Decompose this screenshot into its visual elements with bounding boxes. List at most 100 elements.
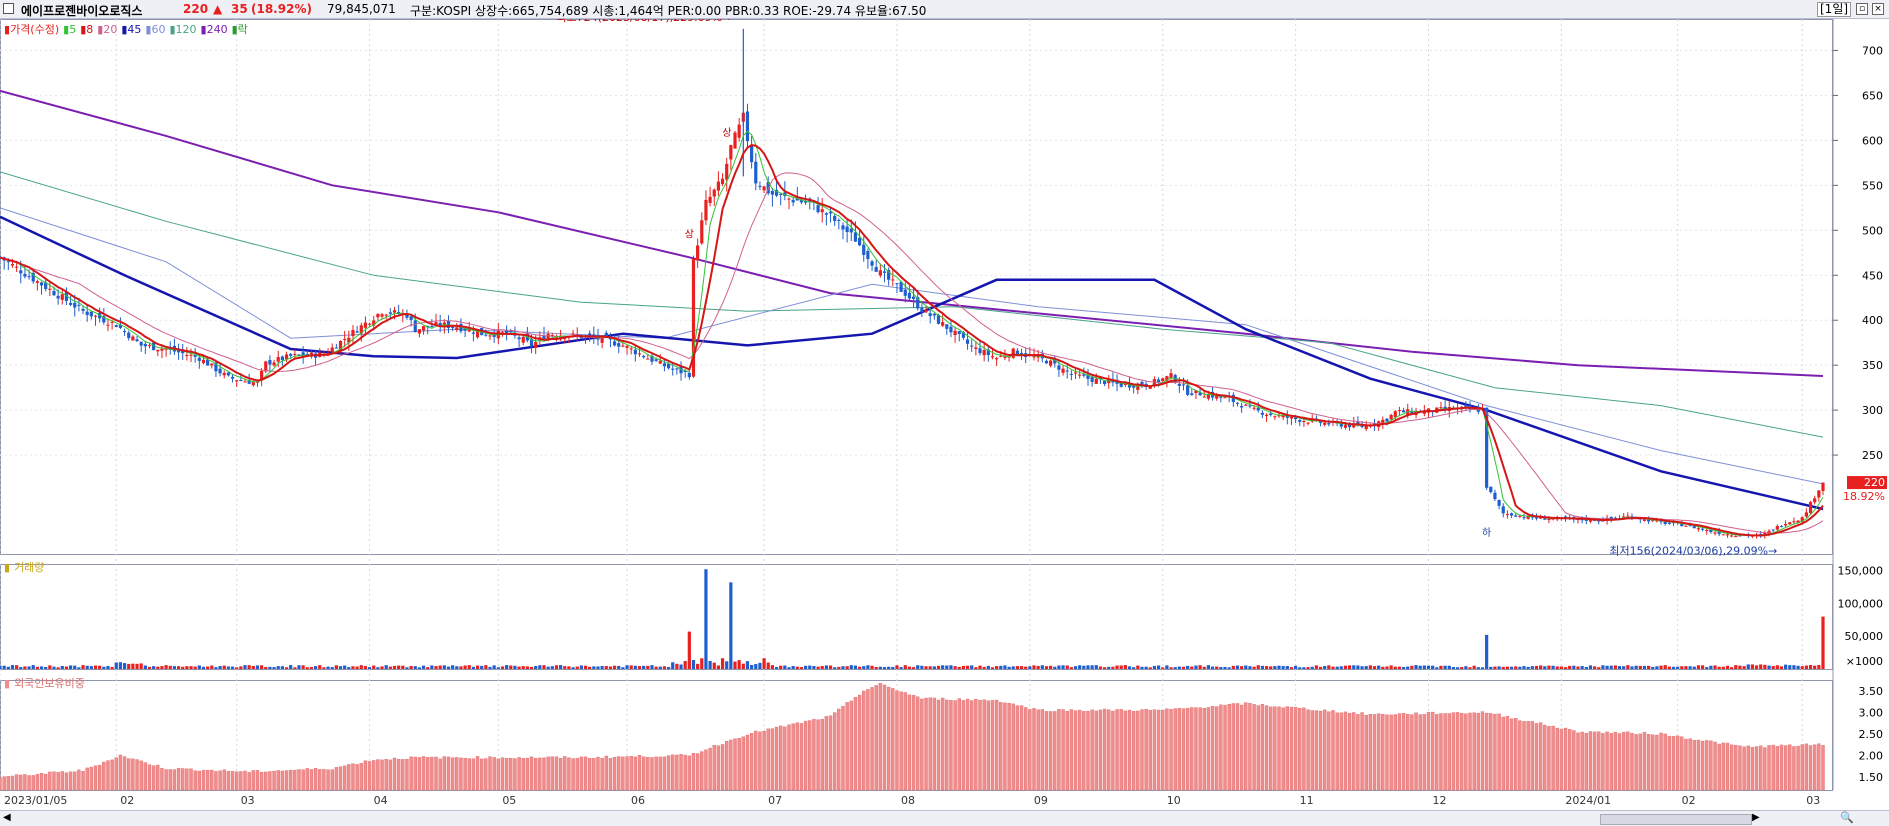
candle-body bbox=[687, 372, 691, 378]
foreign-bar bbox=[874, 685, 878, 791]
volume-bar bbox=[492, 665, 496, 669]
candle-body bbox=[1136, 384, 1140, 390]
foreign-bar bbox=[1161, 709, 1165, 791]
foreign-bar bbox=[679, 754, 683, 791]
candle-body bbox=[1086, 374, 1090, 379]
foreign-bar bbox=[1659, 732, 1663, 791]
volume-bar bbox=[1518, 666, 1522, 669]
volume-bar bbox=[1605, 665, 1609, 669]
candle-body bbox=[19, 270, 23, 274]
foreign-bar bbox=[1256, 705, 1260, 791]
scroll-bar[interactable]: ◀ ▶ 🔍 bbox=[0, 810, 1889, 826]
foreign-bar bbox=[841, 706, 845, 791]
candle-body bbox=[758, 185, 762, 187]
volume-bar bbox=[380, 666, 384, 669]
volume-bar bbox=[1563, 667, 1568, 669]
candle-body bbox=[185, 354, 189, 356]
volume-bar bbox=[1389, 665, 1393, 669]
volume-bar bbox=[1555, 666, 1559, 669]
close-icon[interactable]: × bbox=[1872, 3, 1884, 15]
volume-bar bbox=[970, 665, 974, 669]
candle-body bbox=[957, 331, 961, 335]
price-tick-label-7: 600 bbox=[1862, 134, 1883, 147]
foreign-bar bbox=[1634, 734, 1638, 791]
scroll-left-icon[interactable]: ◀ bbox=[3, 812, 11, 823]
foreign-bar bbox=[550, 756, 554, 791]
volume-bar bbox=[1227, 667, 1231, 669]
foreign-bar bbox=[1264, 705, 1269, 791]
foreign-bar bbox=[853, 697, 858, 791]
volume-bar bbox=[662, 666, 667, 669]
foreign-bar bbox=[1310, 710, 1314, 791]
volume-bar bbox=[89, 666, 93, 669]
candle-body bbox=[791, 200, 795, 203]
x-tick-label-4: 05 bbox=[502, 794, 516, 807]
volume-bar bbox=[1073, 666, 1078, 669]
foreign-bar bbox=[587, 758, 592, 791]
candle-body bbox=[986, 349, 990, 356]
foreign-bar bbox=[359, 763, 363, 791]
candle-body bbox=[725, 163, 729, 180]
scroll-right-icon[interactable]: ▶ bbox=[1752, 812, 1760, 823]
volume-tick-label-1: 100,000 bbox=[1838, 597, 1884, 610]
foreign-bar bbox=[168, 769, 172, 791]
foreign-bar bbox=[322, 769, 326, 791]
candle-body bbox=[206, 359, 210, 366]
candle-body bbox=[93, 315, 98, 317]
volume-bar bbox=[1318, 666, 1323, 669]
foreign-bar bbox=[496, 758, 501, 791]
window-checkbox[interactable] bbox=[3, 3, 14, 14]
volume-bar bbox=[995, 666, 999, 669]
foreign-bar bbox=[226, 771, 231, 791]
candle-body bbox=[384, 314, 388, 316]
foreign-bar bbox=[114, 757, 118, 791]
volume-bar bbox=[484, 665, 488, 669]
candle-body bbox=[1642, 518, 1647, 521]
volume-bar bbox=[147, 666, 152, 669]
foreign-bar bbox=[93, 765, 98, 791]
candle-body bbox=[247, 380, 251, 384]
volume-bar bbox=[725, 661, 729, 669]
candle-body bbox=[629, 348, 633, 350]
restore-icon[interactable]: ▫ bbox=[1856, 3, 1868, 15]
foreign-bar bbox=[1804, 743, 1809, 791]
volume-bars bbox=[0, 569, 1825, 669]
volume-bar bbox=[1754, 665, 1759, 669]
candle-body bbox=[774, 189, 779, 196]
foreign-bar bbox=[1356, 714, 1360, 791]
volume-bar bbox=[459, 666, 463, 669]
volume-bar bbox=[446, 666, 451, 669]
candle-body bbox=[1626, 515, 1630, 517]
candle-body bbox=[1273, 416, 1277, 418]
volume-bar bbox=[1476, 667, 1480, 669]
candle-body bbox=[1509, 513, 1514, 516]
candle-body bbox=[1800, 517, 1804, 522]
volume-bar bbox=[1090, 665, 1094, 669]
volume-bar bbox=[201, 666, 206, 669]
stock-chart[interactable]: 2023/01/05 02 03 04 05 06 07 08 09 10 11 12 2024/01 0… bbox=[0, 19, 1889, 810]
volume-bar bbox=[990, 667, 995, 669]
zoom-icons[interactable]: 🔍 bbox=[1840, 811, 1854, 824]
volume-bar bbox=[517, 666, 521, 669]
foreign-bar bbox=[990, 700, 995, 791]
foreign-bar bbox=[1567, 729, 1572, 791]
candle-body bbox=[1186, 385, 1190, 395]
foreign-bar bbox=[380, 759, 384, 791]
volume-bar bbox=[218, 666, 222, 669]
scroll-thumb[interactable] bbox=[1600, 814, 1752, 825]
candle-body bbox=[633, 349, 637, 355]
foreign-bar bbox=[326, 769, 330, 791]
volume-bar bbox=[1310, 666, 1314, 669]
volume-bar bbox=[475, 665, 480, 669]
foreign-bar bbox=[81, 771, 85, 791]
period-selector[interactable]: [1일] bbox=[1817, 2, 1852, 17]
candle-body bbox=[833, 215, 837, 221]
candle-body bbox=[363, 322, 368, 328]
candle-body bbox=[343, 339, 347, 341]
candle-body bbox=[1240, 405, 1244, 408]
volume-bar bbox=[982, 666, 986, 669]
volume-bar bbox=[683, 661, 687, 669]
grid-lines bbox=[0, 19, 1834, 791]
volume-bar bbox=[770, 665, 774, 669]
foreign-bar bbox=[475, 756, 480, 791]
